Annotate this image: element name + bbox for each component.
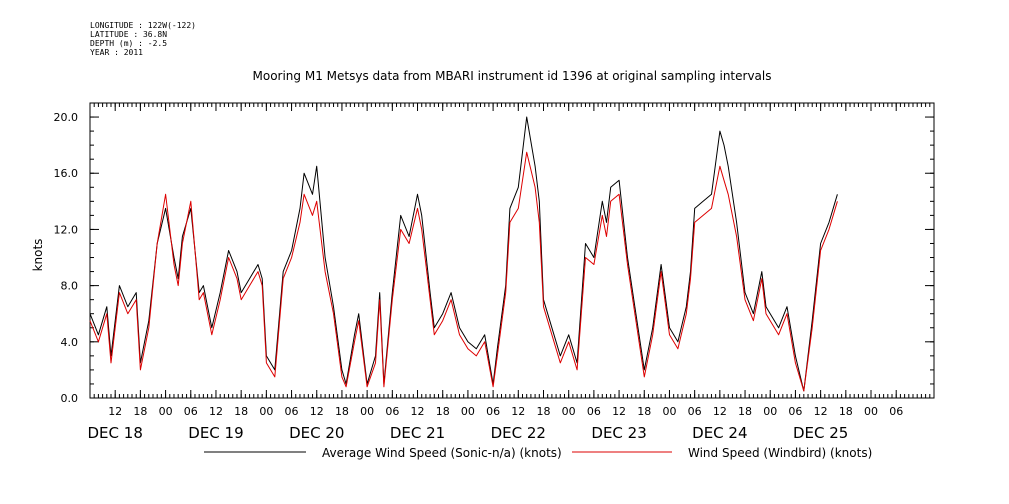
x-tick-label: 00 bbox=[662, 405, 676, 418]
x-day-label: DEC 18 bbox=[88, 424, 143, 442]
x-day-label: DEC 23 bbox=[591, 424, 646, 442]
y-axis-label: knots bbox=[31, 239, 45, 272]
x-tick-label: 00 bbox=[461, 405, 475, 418]
x-tick-label: 12 bbox=[713, 405, 727, 418]
x-tick-label: 18 bbox=[234, 405, 248, 418]
x-tick-label: 00 bbox=[562, 405, 576, 418]
plot-frame bbox=[89, 102, 935, 399]
x-tick-label: 12 bbox=[310, 405, 324, 418]
x-tick-label: 12 bbox=[411, 405, 425, 418]
x-tick-label: 06 bbox=[889, 405, 903, 418]
x-day-label: DEC 21 bbox=[390, 424, 445, 442]
x-tick-label: 12 bbox=[209, 405, 223, 418]
x-tick-label: 12 bbox=[612, 405, 626, 418]
chart-title: Mooring M1 Metsys data from MBARI instru… bbox=[253, 69, 772, 83]
series-layer bbox=[89, 116, 838, 392]
x-day-label: DEC 20 bbox=[289, 424, 344, 442]
x-day-label: DEC 25 bbox=[793, 424, 848, 442]
y-tick-label: 12.0 bbox=[54, 223, 79, 236]
x-tick-label: 00 bbox=[259, 405, 273, 418]
y-tick-label: 4.0 bbox=[61, 336, 79, 349]
x-tick-label: 06 bbox=[184, 405, 198, 418]
x-tick-label: 12 bbox=[511, 405, 525, 418]
depth-label: DEPTH (m) : -2.5 bbox=[90, 39, 168, 48]
legend: Average Wind Speed (Sonic-n/a) (knots) W… bbox=[204, 446, 872, 460]
x-tick-label: 00 bbox=[864, 405, 878, 418]
x-tick-label: 00 bbox=[159, 405, 173, 418]
x-tick-label: 18 bbox=[839, 405, 853, 418]
x-tick-label: 18 bbox=[536, 405, 550, 418]
x-tick-label: 18 bbox=[738, 405, 752, 418]
x-tick-label: 06 bbox=[486, 405, 500, 418]
metadata-block: LONGITUDE : 122W(-122) LATITUDE : 36.8N … bbox=[90, 21, 196, 57]
legend-label-series-1: Average Wind Speed (Sonic-n/a) (knots) bbox=[322, 446, 562, 460]
x-day-label: DEC 19 bbox=[188, 424, 243, 442]
x-tick-label: 12 bbox=[814, 405, 828, 418]
y-tick-label: 0.0 bbox=[61, 392, 79, 405]
series-line-2 bbox=[89, 151, 838, 392]
latitude-label: LATITUDE : 36.8N bbox=[90, 30, 168, 39]
y-tick-label: 20.0 bbox=[54, 111, 79, 124]
plot-axes: 12 18 00 06 12 18 00 06 12 18 00 06 12 18 00 06 12 18 00 06… bbox=[54, 102, 935, 442]
x-tick-label: 06 bbox=[385, 405, 399, 418]
x-tick-label: 18 bbox=[637, 405, 651, 418]
x-tick-label: 06 bbox=[788, 405, 802, 418]
x-tick-label: 18 bbox=[335, 405, 349, 418]
legend-label-series-2: Wind Speed (Windbird) (knots) bbox=[688, 446, 872, 460]
x-tick-label: 06 bbox=[285, 405, 299, 418]
x-tick-label: 00 bbox=[360, 405, 374, 418]
longitude-label: LONGITUDE : 122W(-122) bbox=[90, 21, 196, 30]
x-day-label: DEC 22 bbox=[491, 424, 546, 442]
x-tick-label: 18 bbox=[133, 405, 147, 418]
x-tick-label: 00 bbox=[763, 405, 777, 418]
y-tick-label: 16.0 bbox=[54, 167, 79, 180]
x-tick-label: 12 bbox=[108, 405, 122, 418]
x-tick-label: 18 bbox=[436, 405, 450, 418]
x-tick-label: 06 bbox=[688, 405, 702, 418]
x-tick-label: 06 bbox=[587, 405, 601, 418]
year-label: YEAR : 2011 bbox=[90, 48, 143, 57]
series-line-1 bbox=[89, 116, 838, 392]
x-day-label: DEC 24 bbox=[692, 424, 747, 442]
y-tick-label: 8.0 bbox=[61, 280, 79, 293]
